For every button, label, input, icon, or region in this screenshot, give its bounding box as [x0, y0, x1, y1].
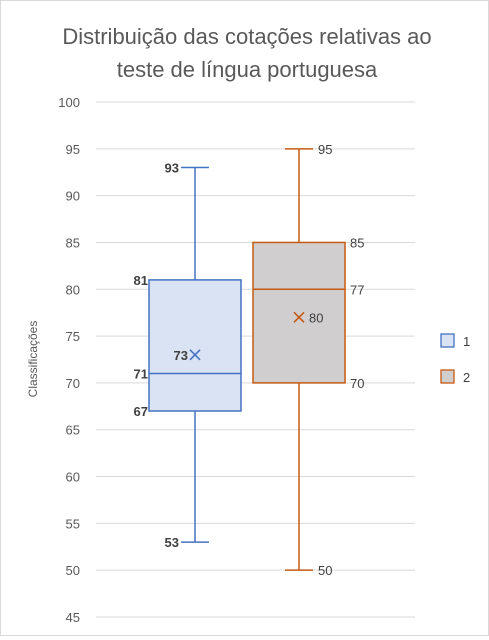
data-label-q3: 85: [350, 235, 364, 250]
y-axis-ticks: 45 50 55 60 65 70 75 80 85 90 95 100: [58, 95, 80, 625]
legend-label: 2: [463, 370, 470, 385]
chart-title-line-1: Distribuição das cotações relativas ao: [62, 24, 431, 49]
y-tick-label: 90: [66, 189, 80, 204]
data-label-min: 50: [318, 563, 332, 578]
legend-label: 1: [463, 334, 470, 349]
data-label-min: 53: [165, 535, 179, 550]
legend: 12: [440, 333, 470, 385]
data-label-max: 93: [165, 161, 179, 176]
legend-item-2: 2: [440, 369, 470, 385]
data-label-mean: 73: [174, 348, 188, 363]
y-tick-label: 85: [66, 235, 80, 250]
mean-marker-stroke: [293, 311, 305, 323]
y-tick-label: 80: [66, 282, 80, 297]
y-tick-label: 100: [58, 95, 80, 110]
y-tick-label: 70: [66, 376, 80, 391]
chart-title-line-2: teste de língua portuguesa: [117, 57, 378, 82]
mean-marker-stroke: [189, 349, 201, 361]
data-label-median: 71: [134, 367, 148, 382]
iqr-box: [252, 241, 346, 384]
y-tick-label: 95: [66, 142, 80, 157]
data-label-median: 77: [350, 282, 364, 297]
y-tick-label: 75: [66, 329, 80, 344]
data-label-mean: 80: [309, 310, 323, 325]
y-tick-label: 65: [66, 423, 80, 438]
mean-marker: [293, 311, 305, 323]
y-tick-label: 55: [66, 516, 80, 531]
data-label-q1: 70: [350, 376, 364, 391]
y-tick-label: 60: [66, 470, 80, 485]
box-series-2: 95 85 80 77 70 50: [252, 142, 364, 578]
legend-swatch: [440, 333, 455, 348]
box-series-1: 93 81 73 71 67 53: [134, 161, 242, 550]
box-series: 93 81 73 71 67 53 95 85 80 77 70 50: [134, 142, 365, 578]
y-axis-label: Classificações: [26, 321, 40, 398]
legend-item-1: 1: [440, 333, 470, 349]
y-tick-label: 50: [66, 563, 80, 578]
data-label-q3: 81: [134, 273, 148, 288]
data-label-q1: 67: [134, 404, 148, 419]
mean-marker: [189, 349, 201, 361]
data-label-max: 95: [318, 142, 332, 157]
chart-title: Distribuição das cotações relativas ao t…: [62, 24, 431, 82]
iqr-box: [148, 279, 242, 412]
legend-swatch: [440, 369, 455, 384]
y-tick-label: 45: [66, 610, 80, 625]
